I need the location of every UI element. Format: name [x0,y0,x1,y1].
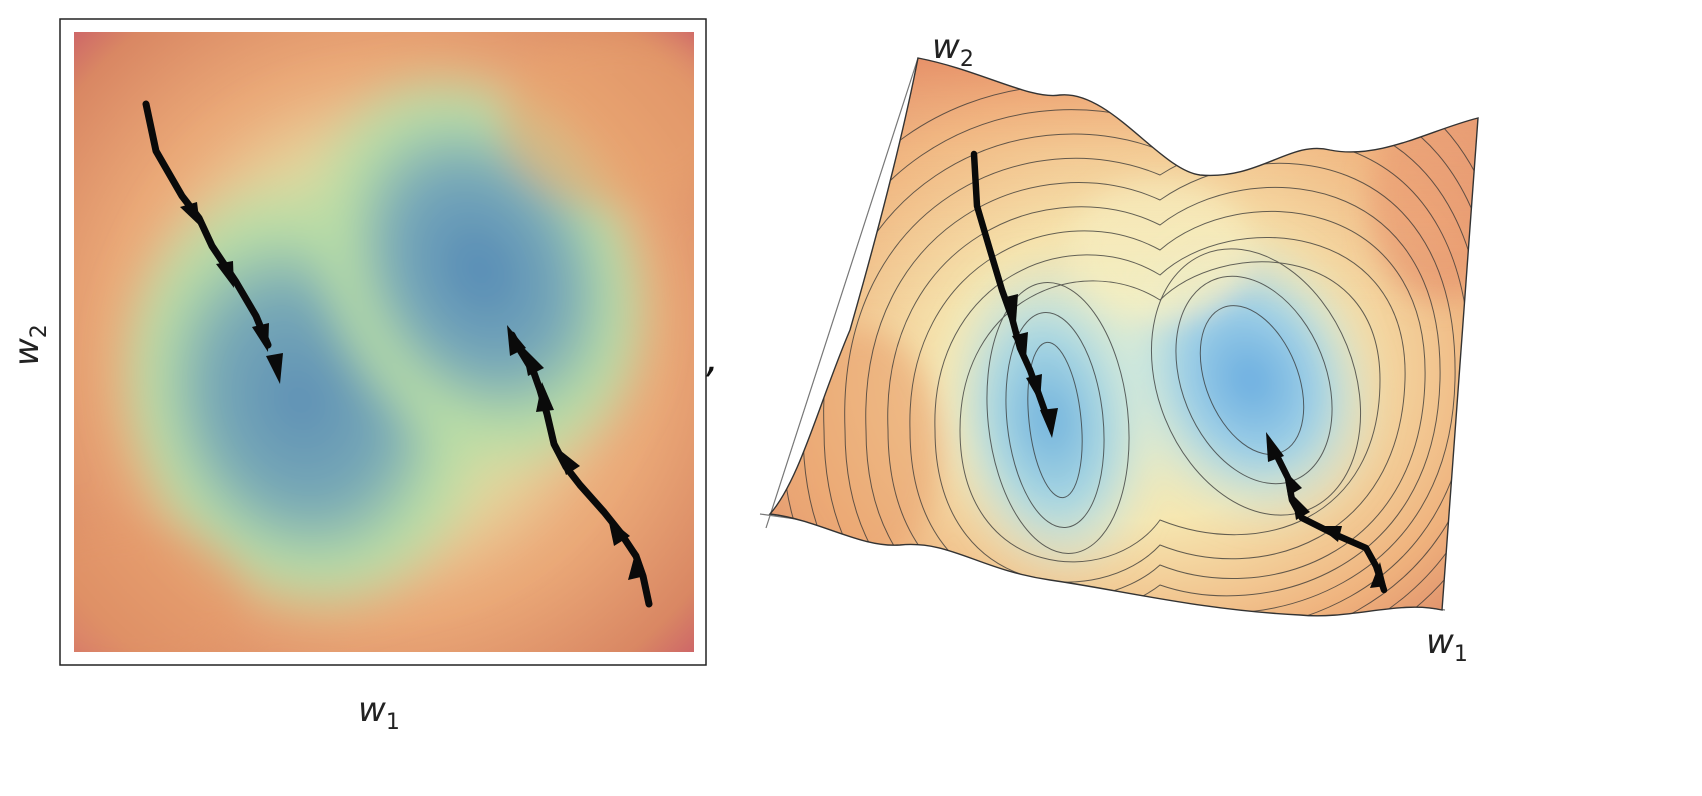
left-heatmap-panel [59,18,707,666]
arrowhead [180,202,200,226]
arrowhead [1012,332,1028,358]
arrowhead [266,353,283,384]
right-x-axis-label: w1 [1426,622,1468,667]
arrowhead [507,325,526,356]
surface-box-edge [765,57,919,529]
arrowhead [216,261,234,288]
arrowhead [536,382,554,412]
arrowhead [608,518,630,546]
left-heatmap-field [74,32,694,652]
arrowhead [1040,408,1058,438]
right-arrowheads [1002,294,1386,588]
left-descent-path-1 [142,100,272,349]
left-y-axis-label: w2 [7,324,52,366]
arrowhead [522,346,544,376]
arrowhead [1284,470,1302,496]
left-arrowheads [180,202,645,580]
arrowhead [1292,494,1310,520]
right-y-axis-label: w2 [932,27,974,72]
arrowhead [1026,374,1042,402]
separator-comma: , [706,336,719,382]
arrowhead [1266,432,1284,462]
arrowhead [1370,562,1386,588]
left-x-axis-label: w1 [358,690,400,735]
arrowhead [1002,294,1018,322]
surface-outline [768,57,1479,617]
arrowhead [556,447,580,475]
surface-mesh [770,58,1478,616]
arrowhead [1318,526,1342,542]
arrowhead [252,323,269,352]
arrowhead [628,550,645,580]
right-descent-path-2 [1268,442,1388,594]
right-surface-panel [759,57,1479,617]
